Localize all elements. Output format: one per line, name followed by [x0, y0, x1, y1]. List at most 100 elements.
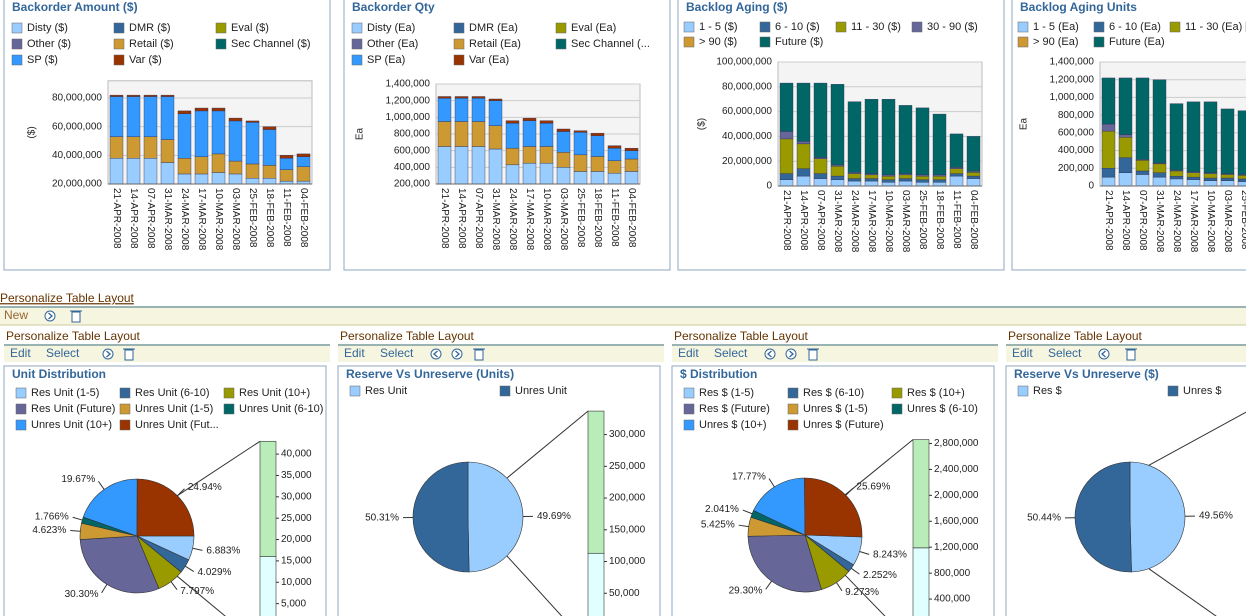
- slice-label: 9.273%: [845, 587, 879, 598]
- delete-icon[interactable]: [1126, 349, 1136, 361]
- x-tick-label: 07-APR-2008: [1137, 190, 1148, 251]
- delete-icon[interactable]: [808, 349, 818, 361]
- edit-button[interactable]: Edit: [10, 346, 31, 360]
- bar-segment: [1118, 134, 1133, 138]
- legend-label: Res $ (6-10): [803, 387, 864, 399]
- select-button[interactable]: Select: [1048, 346, 1082, 360]
- legend-swatch: [453, 22, 465, 34]
- bar-segment: [1152, 172, 1167, 178]
- x-tick-label: 25-FEB-2008: [575, 188, 586, 248]
- bar-segment: [1220, 177, 1235, 181]
- legend-label: Res Unit (1-5): [31, 387, 99, 399]
- bar-segment: [211, 172, 226, 185]
- panel-header[interactable]: Personalize Table Layout: [6, 329, 141, 343]
- breakdown-tick-label: 100,000: [609, 556, 646, 567]
- bar-segment: [607, 147, 622, 161]
- nav-icon[interactable]: [102, 348, 114, 360]
- select-button[interactable]: Select: [46, 346, 80, 360]
- legend-swatch: [1093, 21, 1105, 33]
- bar-segment: [830, 175, 845, 181]
- bar-segment: [556, 131, 571, 153]
- bar-segment: [194, 107, 209, 112]
- bar-segment: [194, 110, 209, 157]
- bar-segment: [847, 178, 862, 182]
- connector: [1148, 568, 1217, 616]
- bar-segment: [160, 139, 175, 163]
- delete-icon[interactable]: [474, 349, 484, 361]
- bar-segment: [109, 157, 124, 185]
- x-tick-label: 17-MAR-2008: [866, 190, 877, 253]
- bar-segment: [1220, 108, 1235, 174]
- edit-button[interactable]: Edit: [344, 346, 365, 360]
- legend-label: 1 - 5 ($): [699, 21, 738, 33]
- nav-icon[interactable]: [44, 310, 56, 322]
- nav-arrow: [106, 350, 111, 358]
- legend-swatch: [787, 403, 799, 415]
- panel-header[interactable]: Personalize Table Layout: [1008, 329, 1143, 343]
- nav-icon[interactable]: [451, 348, 463, 360]
- chart-frame: [1011, 0, 1246, 271]
- y-axis-label: ($): [697, 118, 708, 130]
- nav-icon[interactable]: [785, 348, 797, 360]
- bar-segment: [796, 168, 811, 177]
- new-button[interactable]: New: [4, 308, 28, 322]
- breakdown-tick-label: 15,000: [281, 556, 312, 567]
- bar-segment: [779, 173, 794, 181]
- slice-label: 17.77%: [732, 471, 766, 482]
- breakdown-tick-label: 2,000,000: [934, 490, 979, 501]
- bar-segment: [1101, 176, 1116, 187]
- nav-icon[interactable]: [430, 348, 442, 360]
- delete-icon[interactable]: [71, 311, 81, 323]
- bar-segment: [1118, 137, 1133, 158]
- x-tick-label: 03-MAR-2008: [900, 190, 911, 253]
- x-tick-label: 07-APR-2008: [473, 188, 484, 249]
- bar-segment: [143, 157, 158, 185]
- edit-button[interactable]: Edit: [678, 346, 699, 360]
- y-tick-label: 80,000,000: [52, 93, 102, 104]
- bar-segment: [898, 180, 913, 187]
- bar-segment: [1152, 176, 1167, 187]
- bar-segment: [296, 153, 311, 157]
- select-button[interactable]: Select: [380, 346, 414, 360]
- section-title[interactable]: Personalize Table Layout: [0, 291, 135, 305]
- bar-segment: [813, 178, 828, 187]
- bar-segment: [556, 152, 571, 168]
- breakdown-tick-label: 50,000: [609, 588, 640, 599]
- panel-header[interactable]: Personalize Table Layout: [340, 329, 475, 343]
- delete-icon[interactable]: [124, 349, 134, 361]
- legend-label: SP ($): [27, 54, 58, 66]
- legend-label: 6 - 10 (Ea): [1109, 21, 1161, 33]
- select-button[interactable]: Select: [714, 346, 748, 360]
- slice-label: 5.425%: [701, 520, 735, 531]
- panel-header[interactable]: Personalize Table Layout: [674, 329, 809, 343]
- bar-segment: [1169, 170, 1184, 177]
- bar-segment: [471, 146, 486, 185]
- edit-button[interactable]: Edit: [1012, 346, 1033, 360]
- x-tick-label: 21-APR-2008: [781, 190, 792, 251]
- nav-icon[interactable]: [1098, 348, 1110, 360]
- plot-wall: [777, 61, 983, 187]
- bar-segment: [454, 121, 469, 147]
- y-tick-label: 0: [1088, 181, 1094, 192]
- bar-segment: [779, 138, 794, 174]
- bar-segment: [1169, 103, 1184, 171]
- breakdown-tick-label: 2,800,000: [934, 438, 979, 449]
- bar-segment: [505, 120, 520, 124]
- legend-label: Other ($): [27, 38, 71, 50]
- legend-label: Res $ (1-5): [699, 387, 754, 399]
- bar-segment: [864, 178, 879, 182]
- slice-label: 4.029%: [197, 567, 231, 578]
- legend-label: 11 - 30 (Ea): [1185, 21, 1242, 33]
- bar-segment: [143, 136, 158, 159]
- bar-segment: [779, 131, 794, 140]
- bar-segment: [624, 171, 639, 185]
- bar-segment: [539, 146, 554, 164]
- pie-slice: [747, 534, 822, 593]
- x-tick-label: 21-APR-2008: [1103, 190, 1114, 251]
- legend-swatch: [759, 21, 771, 33]
- bar-segment: [1135, 160, 1150, 172]
- connector: [506, 410, 589, 479]
- legend-swatch: [15, 387, 27, 399]
- nav-icon[interactable]: [764, 348, 776, 360]
- legend-label: SP (Ea): [367, 54, 405, 66]
